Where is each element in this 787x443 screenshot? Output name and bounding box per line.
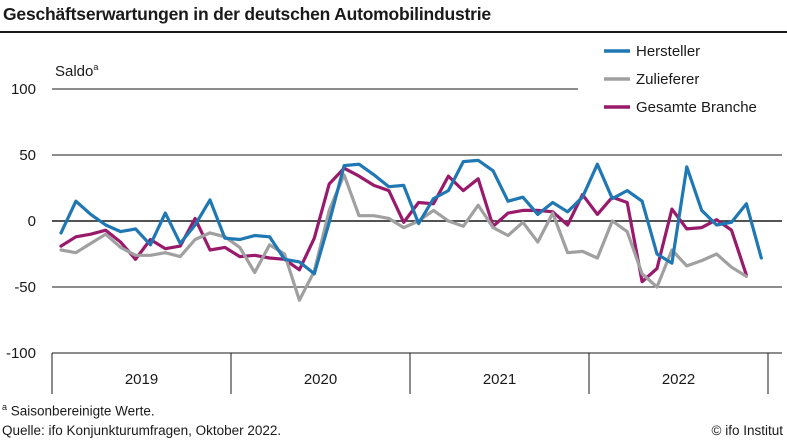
series-lines (59, 158, 763, 302)
y-tick-label: 50 (19, 147, 36, 164)
footnote-text: Saisonbereinigte Werte. (10, 403, 155, 419)
title-divider (0, 31, 787, 33)
series-line-hersteller (59, 158, 763, 276)
credit: © ifo Institut (711, 423, 783, 438)
y-tick-label: 0 (28, 213, 36, 230)
y-tick-label: -50 (14, 279, 36, 296)
footnote-marker: a (2, 402, 8, 412)
y-tick-label: 100 (11, 81, 36, 98)
x-year-label: 2021 (483, 371, 516, 388)
legend-label: Gesamte Branche (636, 99, 757, 116)
legend-label: Hersteller (636, 43, 700, 60)
x-year-label: 2022 (662, 371, 695, 388)
x-year-label: 2019 (125, 371, 158, 388)
y-tick-label: -100 (6, 345, 36, 362)
y-axis-label-superscript: a (93, 62, 98, 72)
x-year-label: 2020 (304, 371, 337, 388)
legend: Hersteller Zulieferer Gesamte Branche (604, 43, 757, 116)
axes: 100 50 0 -50 -100 Saldoa 2019 2020 2021 2022 (6, 62, 769, 394)
chart-title: Geschäftserwartungen in der deutschen Au… (3, 4, 491, 24)
source-note: Quelle: ifo Konjunkturumfragen, Oktober … (2, 423, 282, 438)
y-axis-label: Saldoa (55, 62, 98, 80)
footnote: a Saisonbereinigte Werte. (2, 402, 155, 419)
legend-label: Zulieferer (636, 71, 699, 88)
series-line-zulieferer (59, 173, 749, 302)
series-line-gesamte-branche (59, 166, 749, 284)
